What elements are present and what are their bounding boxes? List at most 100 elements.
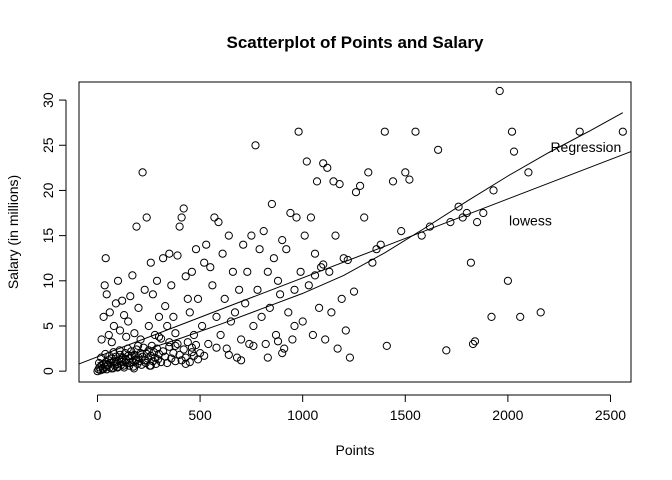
- data-point: [319, 159, 328, 168]
- data-point: [104, 330, 113, 340]
- data-point: [331, 231, 340, 240]
- data-point: [173, 339, 182, 349]
- data-point: [321, 335, 330, 344]
- data-point: [259, 227, 268, 236]
- data-point: [189, 330, 198, 340]
- data-point: [294, 127, 303, 136]
- data-point: [210, 213, 219, 222]
- data-point: [495, 86, 504, 96]
- data-point: [165, 342, 174, 351]
- data-point: [198, 321, 207, 331]
- y-axis-label: Salary (in millions): [5, 175, 21, 289]
- data-point: [249, 321, 258, 331]
- data-point: [284, 308, 293, 317]
- data-point: [204, 339, 213, 349]
- data-point: [317, 263, 326, 272]
- data-point: [179, 204, 188, 213]
- data-point: [434, 145, 443, 154]
- data-point: [185, 308, 194, 317]
- data-point: [516, 312, 525, 321]
- data-point: [368, 258, 377, 267]
- data-point: [315, 303, 324, 312]
- data-point: [187, 343, 196, 352]
- data-point: [442, 346, 451, 355]
- data-point: [167, 281, 176, 290]
- x-tick-label: 2000: [492, 407, 523, 423]
- data-point: [349, 287, 359, 296]
- data-point: [356, 181, 365, 190]
- x-tick-label: 1000: [287, 407, 318, 423]
- data-point: [249, 341, 258, 350]
- data-point: [144, 321, 153, 331]
- data-point: [278, 349, 287, 358]
- data-point: [263, 267, 272, 276]
- data-point: [131, 356, 141, 365]
- data-point: [473, 218, 482, 227]
- data-point: [157, 358, 166, 367]
- data-point: [132, 222, 141, 231]
- data-point: [507, 127, 517, 136]
- data-point: [319, 260, 328, 269]
- data-point: [140, 285, 149, 294]
- x-tick-label: 1500: [390, 407, 421, 423]
- data-point: [130, 329, 139, 338]
- data-point: [454, 202, 463, 211]
- data-point: [276, 290, 285, 299]
- data-point: [397, 227, 406, 236]
- data-point: [159, 347, 168, 356]
- data-point: [181, 353, 190, 362]
- data-point: [102, 290, 111, 299]
- data-point: [200, 351, 209, 360]
- data-point: [150, 330, 159, 340]
- chart-title: Scatterplot of Points and Salary: [227, 33, 484, 52]
- data-point: [183, 294, 192, 303]
- data-point: [157, 334, 166, 343]
- data-point: [267, 199, 276, 209]
- data-point: [175, 222, 184, 231]
- data-point: [243, 267, 252, 276]
- data-point: [265, 303, 274, 312]
- data-point: [139, 343, 148, 352]
- data-point: [171, 329, 180, 338]
- data-point: [177, 213, 186, 222]
- data-point: [325, 267, 334, 276]
- data-point: [95, 358, 104, 368]
- data-point: [273, 276, 283, 285]
- data-point: [446, 218, 455, 227]
- data-point: [183, 338, 192, 347]
- data-point: [282, 245, 291, 254]
- data-point: [121, 358, 130, 367]
- data-point: [123, 344, 132, 353]
- data-point: [99, 312, 108, 321]
- data-point: [458, 213, 467, 222]
- data-point: [468, 339, 478, 349]
- data-point: [360, 213, 369, 222]
- data-point: [120, 311, 129, 320]
- data-point: [169, 349, 178, 358]
- data-point: [124, 317, 133, 326]
- data-point: [127, 351, 136, 360]
- data-point: [187, 267, 196, 276]
- data-point: [536, 308, 545, 317]
- y-axis: 0 5 10 15 20 25 30: [40, 92, 67, 375]
- data-point: [163, 358, 172, 368]
- data-point: [487, 312, 496, 321]
- data-point: [364, 168, 373, 177]
- data-point: [247, 231, 256, 240]
- y-tick-label: 30: [40, 92, 56, 108]
- data-point: [105, 308, 114, 317]
- data-point: [107, 338, 116, 347]
- data-point: [171, 341, 180, 350]
- annotation-regression: Regression: [550, 139, 621, 155]
- data-point: [417, 231, 426, 240]
- data-point: [382, 341, 391, 350]
- data-point: [273, 337, 283, 346]
- data-point: [100, 281, 109, 290]
- data-point: [173, 251, 182, 260]
- data-point: [503, 276, 512, 285]
- data-point: [335, 180, 344, 189]
- data-point: [312, 177, 322, 186]
- data-point: [323, 163, 332, 172]
- data-point: [179, 345, 188, 354]
- data-point: [171, 357, 180, 366]
